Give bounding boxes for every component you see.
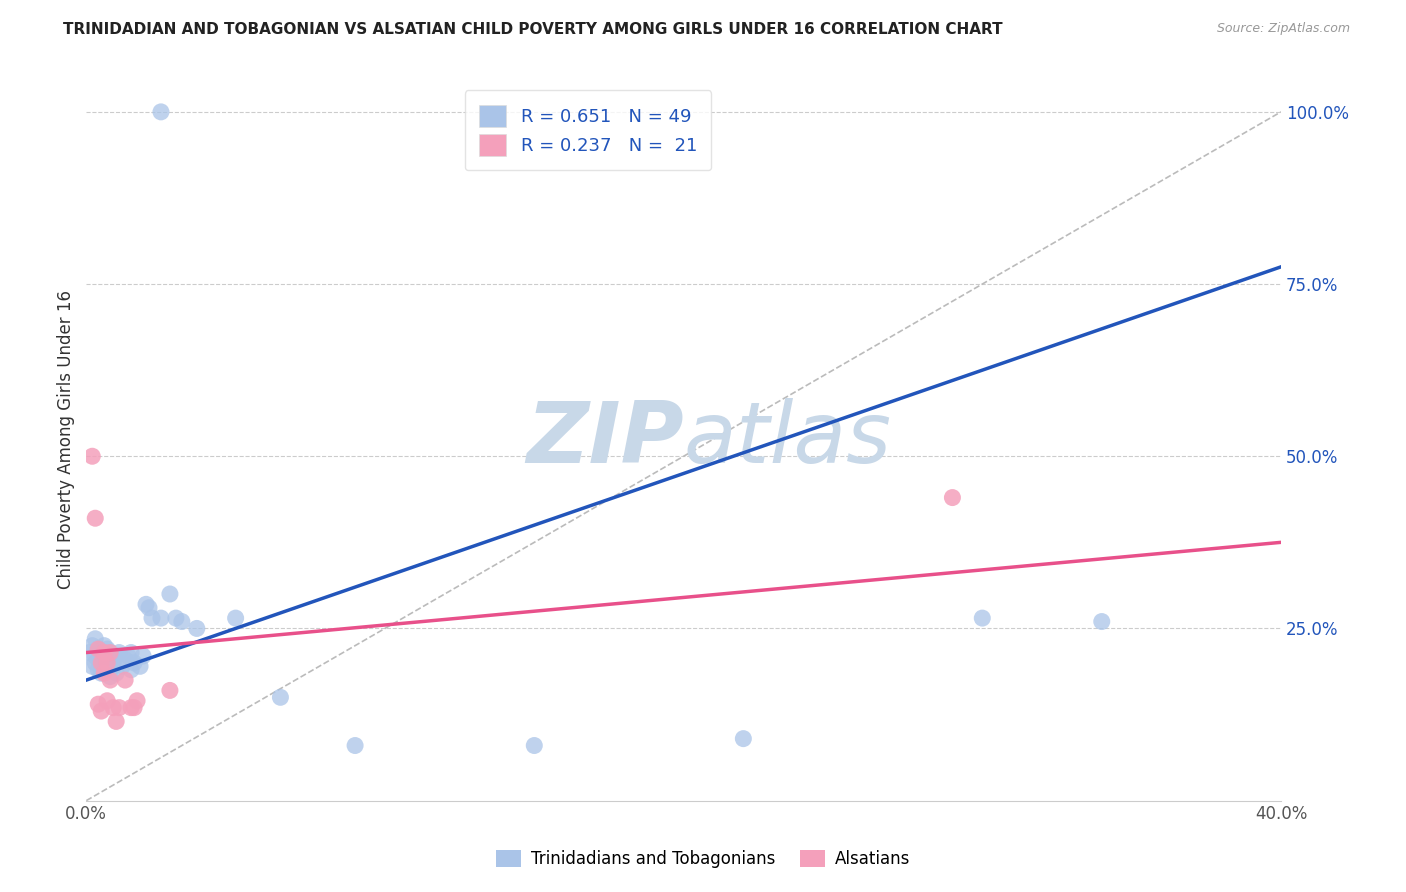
Point	[159, 683, 181, 698]
Point	[93, 648, 115, 663]
Point	[96, 652, 118, 666]
Point	[105, 714, 128, 729]
Point	[149, 611, 172, 625]
Point	[129, 659, 152, 673]
Point	[138, 600, 160, 615]
Point	[108, 646, 131, 660]
Point	[84, 632, 107, 646]
Point	[90, 704, 112, 718]
Point	[90, 656, 112, 670]
Point	[1091, 615, 1114, 629]
Point	[135, 597, 157, 611]
Point	[98, 670, 121, 684]
Point	[96, 663, 118, 677]
Point	[141, 611, 163, 625]
Point	[105, 648, 128, 663]
Point	[120, 663, 142, 677]
Point	[972, 611, 994, 625]
Text: atlas: atlas	[683, 398, 891, 481]
Text: ZIP: ZIP	[526, 398, 683, 481]
Point	[132, 648, 155, 663]
Point	[108, 700, 131, 714]
Point	[87, 697, 110, 711]
Point	[96, 694, 118, 708]
Point	[98, 646, 121, 660]
Point	[77, 646, 100, 660]
Point	[84, 648, 107, 663]
Point	[98, 646, 121, 660]
Point	[269, 690, 291, 705]
Point	[96, 642, 118, 657]
Point	[84, 656, 107, 670]
Point	[93, 659, 115, 673]
Point	[733, 731, 755, 746]
Point	[87, 642, 110, 657]
Point	[114, 673, 136, 687]
Text: Source: ZipAtlas.com: Source: ZipAtlas.com	[1216, 22, 1350, 36]
Point	[125, 694, 148, 708]
Point	[87, 663, 110, 677]
Point	[344, 739, 367, 753]
Point	[101, 700, 124, 714]
Y-axis label: Child Poverty Among Girls Under 16: Child Poverty Among Girls Under 16	[58, 290, 75, 589]
Point	[93, 639, 115, 653]
Point	[93, 666, 115, 681]
Point	[122, 656, 145, 670]
Point	[96, 656, 118, 670]
Point	[101, 659, 124, 673]
Legend: Trinidadians and Tobagonians, Alsatians: Trinidadians and Tobagonians, Alsatians	[489, 843, 917, 875]
Point	[84, 511, 107, 525]
Point	[159, 587, 181, 601]
Point	[93, 646, 115, 660]
Point	[82, 449, 104, 463]
Point	[170, 615, 193, 629]
Point	[105, 666, 128, 681]
Point	[120, 646, 142, 660]
Point	[523, 739, 546, 753]
Point	[111, 659, 134, 673]
Point	[186, 622, 208, 636]
Point	[87, 642, 110, 657]
Point	[90, 666, 112, 681]
Point	[82, 639, 104, 653]
Point	[117, 648, 139, 663]
Point	[114, 652, 136, 666]
Point	[122, 700, 145, 714]
Point	[90, 656, 112, 670]
Point	[101, 656, 124, 670]
Point	[82, 659, 104, 673]
Point	[120, 700, 142, 714]
Point	[941, 491, 963, 505]
Point	[87, 652, 110, 666]
Point	[149, 104, 172, 119]
Point	[90, 646, 112, 660]
Point	[98, 673, 121, 687]
Text: TRINIDADIAN AND TOBAGONIAN VS ALSATIAN CHILD POVERTY AMONG GIRLS UNDER 16 CORREL: TRINIDADIAN AND TOBAGONIAN VS ALSATIAN C…	[63, 22, 1002, 37]
Point	[165, 611, 187, 625]
Point	[225, 611, 247, 625]
Legend: R = 0.651   N = 49, R = 0.237   N =  21: R = 0.651 N = 49, R = 0.237 N = 21	[464, 90, 711, 170]
